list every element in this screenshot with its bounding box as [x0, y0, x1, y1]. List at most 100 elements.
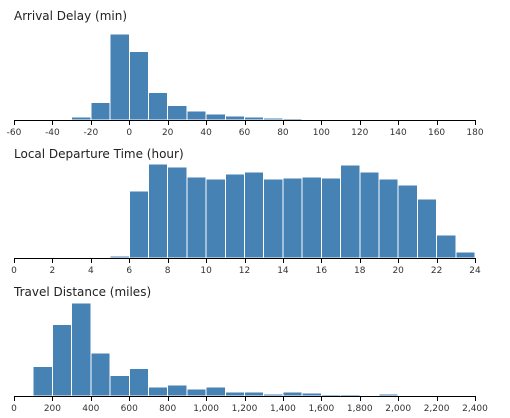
travel-distance-tick-label: 2,200 [424, 404, 450, 414]
arrival-delay-tick-label: 160 [428, 128, 445, 138]
travel-distance-title: Travel Distance (miles) [13, 285, 151, 299]
departure-time-bars [13, 163, 476, 259]
departure-time-tick-label: 20 [392, 266, 404, 276]
arrival-delay-tick-label: 180 [466, 128, 483, 138]
travel-distance-tick-label: 2,400 [462, 404, 488, 414]
departure-time-tick-label: 6 [126, 266, 132, 276]
arrival-delay-bar-11 [263, 117, 284, 121]
departure-time-bar-15 [301, 176, 322, 259]
arrival-delay-bar-18 [397, 118, 418, 121]
arrival-delay-tick-label: -20 [83, 128, 98, 138]
travel-distance-bar-8 [186, 388, 207, 397]
departure-time-tick-label: 2 [50, 266, 56, 276]
travel-distance-tick-label: 800 [159, 404, 176, 414]
travel-distance-bar-16 [340, 394, 361, 397]
travel-distance-bar-0 [32, 366, 53, 397]
travel-distance-tick-label: 200 [44, 404, 61, 414]
travel-distance-tick-label: 1,600 [308, 404, 334, 414]
departure-time-bar-20 [397, 184, 418, 259]
arrival-delay-bars [51, 33, 476, 121]
arrival-delay-bar-17 [378, 118, 399, 121]
arrival-delay-title: Arrival Delay (min) [14, 9, 127, 23]
arrival-delay-bar-15 [340, 118, 361, 121]
departure-time-tick-label: 14 [277, 266, 289, 276]
travel-distance-bar-1 [51, 324, 73, 397]
departure-time-bar-10 [205, 178, 226, 259]
arrival-delay-bar-13 [301, 118, 322, 121]
travel-distance-bar-10 [224, 391, 246, 397]
departure-time-x-axis: 0 2 4 6 8 10 12 14 16 18 20 22 24 [11, 258, 481, 276]
travel-distance-bar-18 [378, 393, 399, 397]
departure-time-bar-9 [186, 176, 207, 259]
arrival-delay-bar-7 [186, 110, 207, 121]
departure-time-bar-3 [71, 257, 92, 259]
travel-distance-bar-15 [320, 394, 342, 397]
travel-distance-bar-11 [244, 391, 265, 397]
arrival-delay-tick-label: 80 [277, 128, 289, 138]
departure-time-bar-23 [455, 251, 476, 259]
arrival-delay-bar-10 [244, 116, 265, 121]
departure-time-bar-18 [359, 171, 380, 259]
travel-distance-bar-6 [147, 386, 169, 397]
departure-time-tick-label: 16 [316, 266, 328, 276]
arrival-delay-bar-3 [109, 33, 130, 121]
departure-time-bar-5 [109, 255, 130, 259]
travel-distance-bar-2 [71, 302, 92, 397]
travel-distance-bar-14 [301, 392, 322, 397]
departure-time-bar-2 [51, 257, 73, 259]
departure-time-bar-21 [416, 198, 438, 259]
travel-distance-tick-label: 400 [82, 404, 99, 414]
travel-distance-tick-label: 1,200 [232, 404, 258, 414]
departure-time-bar-16 [320, 177, 342, 259]
departure-time-tick-label: 4 [88, 266, 94, 276]
travel-distance-tick-label: 2,000 [385, 404, 411, 414]
departure-time-tick-label: 12 [239, 266, 250, 276]
departure-time-bar-1 [32, 257, 53, 259]
travel-distance-bar-13 [282, 391, 303, 397]
arrival-delay-bar-8 [205, 113, 226, 121]
travel-distance-bar-22 [455, 394, 476, 397]
departure-time-bar-8 [167, 166, 188, 259]
arrival-delay-tick-label: 140 [390, 128, 407, 138]
departure-time-bar-17 [340, 164, 361, 259]
arrival-delay-bar-9 [224, 115, 246, 121]
travel-distance-tick-label: 1,400 [270, 404, 296, 414]
arrival-delay-tick-label: 120 [351, 128, 368, 138]
arrival-delay-bar-4 [128, 50, 149, 121]
travel-distance-chart: Travel Distance (miles) 0 200 400 600 800 1,0… [11, 285, 488, 414]
arrival-delay-tick-label: 60 [239, 128, 251, 138]
arrival-delay-tick-label: 40 [200, 128, 212, 138]
arrival-delay-tick-label: 100 [313, 128, 330, 138]
arrival-delay-bar-5 [147, 91, 169, 121]
arrival-delay-tick-label: -60 [7, 128, 22, 138]
departure-time-tick-label: 24 [469, 266, 481, 276]
travel-distance-bar-17 [359, 394, 380, 397]
arrival-delay-bar-14 [320, 118, 342, 121]
travel-distance-tick-label: 600 [121, 404, 138, 414]
arrival-delay-bar-1 [71, 116, 92, 121]
arrival-delay-tick-label: -40 [45, 128, 60, 138]
arrival-delay-bar-12 [282, 117, 303, 121]
travel-distance-bars [32, 302, 476, 397]
arrival-delay-bar-6 [167, 105, 188, 121]
departure-time-bar-12 [244, 171, 265, 259]
travel-distance-bar-5 [128, 368, 149, 397]
departure-time-tick-label: 10 [200, 266, 212, 276]
arrival-delay-x-axis: -60 -40 -20 0 20 40 60 80 100 120 140 160 180 [7, 120, 484, 138]
travel-distance-x-axis: 0 200 400 600 800 1,000 1,200 1,400 1,600 1,800 2,… [11, 396, 488, 414]
departure-time-bar-13 [263, 178, 284, 259]
travel-distance-tick-label: 0 [11, 404, 17, 414]
departure-time-tick-label: 0 [11, 266, 17, 276]
arrival-delay-bar-16 [359, 118, 380, 121]
departure-time-tick-label: 22 [431, 266, 442, 276]
travel-distance-bar-7 [167, 384, 188, 397]
travel-distance-bar-3 [90, 352, 111, 397]
travel-distance-tick-label: 1,800 [347, 404, 373, 414]
travel-distance-bar-4 [109, 374, 130, 397]
arrival-delay-bar-0 [51, 118, 73, 121]
departure-time-bar-11 [224, 173, 246, 259]
departure-time-bar-6 [128, 190, 149, 259]
departure-time-bar-14 [282, 177, 303, 259]
departure-time-bar-19 [378, 178, 399, 259]
